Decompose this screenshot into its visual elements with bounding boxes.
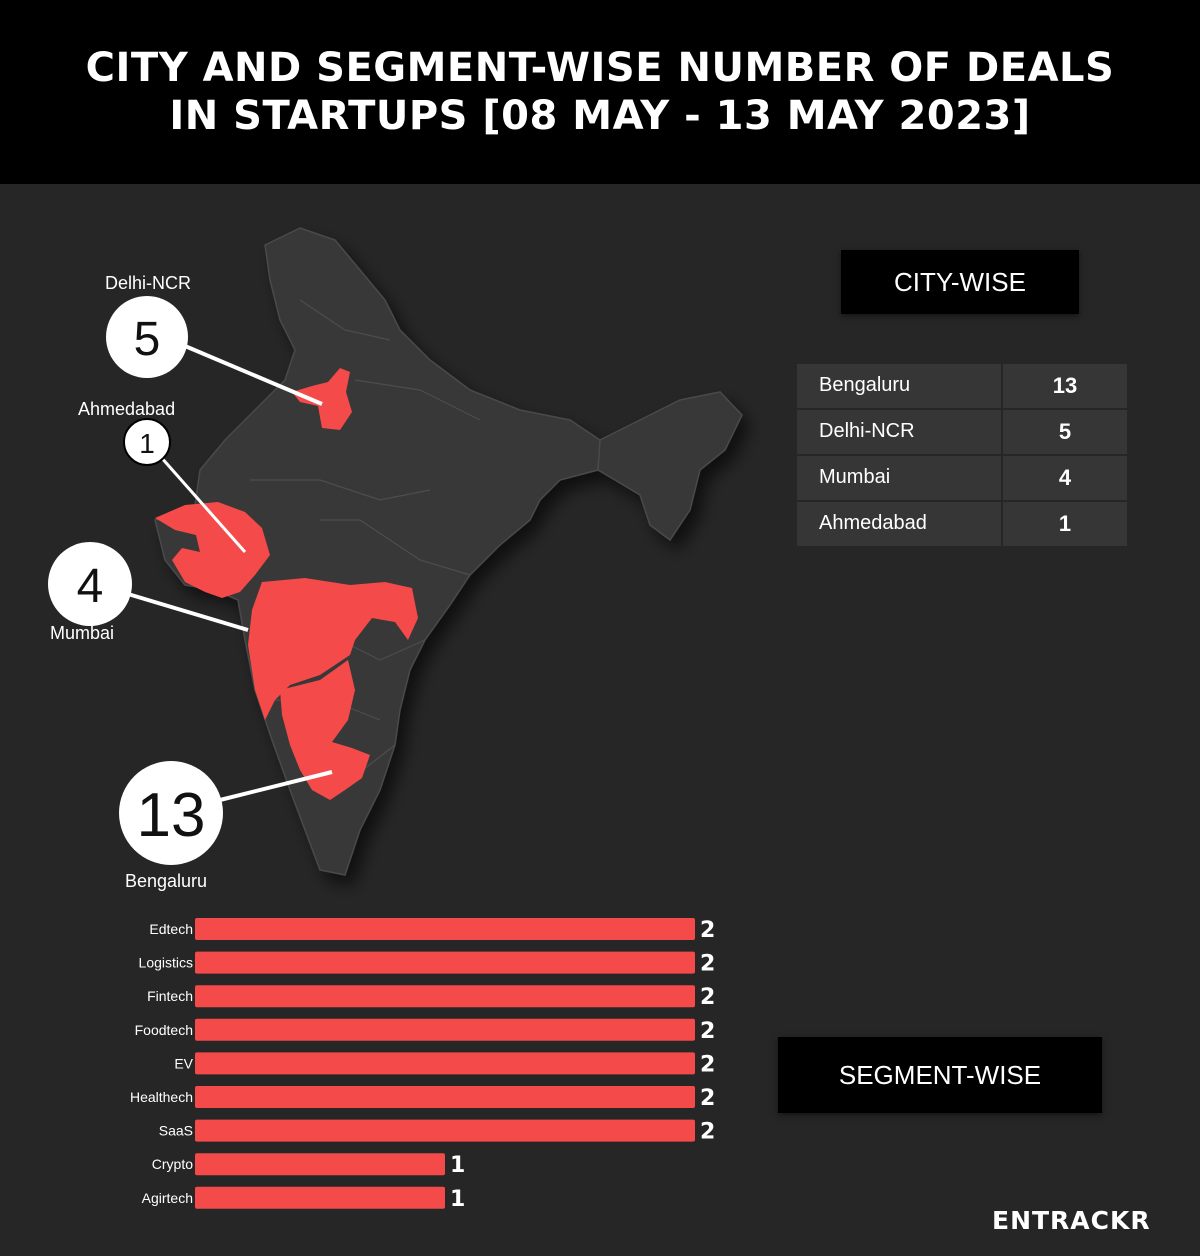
bar-category-label: Healthech (130, 1089, 193, 1105)
bar (195, 951, 695, 974)
bar-value-label: 2 (700, 952, 715, 977)
page-title-line-2: IN STARTUPS [08 MAY - 13 MAY 2023] (169, 93, 1031, 139)
bar-value-label: 2 (700, 1052, 715, 1077)
bar-category-label: EV (174, 1055, 193, 1071)
city-count: 5 (1003, 410, 1127, 454)
city-count: 4 (1003, 456, 1127, 500)
bar-value-label: 2 (700, 985, 715, 1010)
city-name: Mumbai (797, 456, 1001, 500)
region-karnataka (280, 660, 370, 800)
callout-count-delhi-ncr: 5 (134, 313, 161, 366)
bar (195, 1018, 695, 1041)
callout-count-bengaluru: 13 (137, 781, 206, 850)
city-table: Bengaluru 13 Delhi-NCR 5 Mumbai 4 Ahmeda… (797, 364, 1127, 548)
city-count: 1 (1003, 502, 1127, 546)
bar-value-label: 2 (700, 1019, 715, 1044)
callout-circle-ahmedabad (123, 418, 171, 466)
bar (195, 1119, 695, 1142)
callout-circle-bengaluru (119, 761, 223, 865)
city-wise-heading: CITY-WISE (841, 250, 1079, 314)
bar (195, 1086, 695, 1108)
entrackr-logo: ENTRACKR (992, 1206, 1151, 1235)
bar-value-label: 2 (700, 918, 715, 943)
city-name: Bengaluru (797, 364, 1001, 408)
region-maharashtra (248, 578, 418, 720)
bar-value-label: 2 (700, 1120, 715, 1145)
region-delhi-ncr (292, 368, 352, 430)
map-label-ahmedabad: Ahmedabad (78, 399, 176, 419)
bar (195, 1153, 445, 1176)
page-title-line-1: CITY AND SEGMENT-WISE NUMBER OF DEALS (85, 45, 1115, 91)
callout-circle-delhi-ncr (106, 296, 188, 378)
bar-value-label: 1 (450, 1187, 465, 1212)
bar-category-label: Fintech (147, 988, 193, 1004)
table-row: Ahmedabad 1 (797, 502, 1127, 546)
header-banner: CITY AND SEGMENT-WISE NUMBER OF DEALS IN… (0, 0, 1200, 184)
table-row: Bengaluru 13 (797, 364, 1127, 408)
city-count: 13 (1003, 364, 1127, 408)
segment-bar-chart: Edtech 2 Logistics 2 Fintech 2 Foodtech 2 EV 2 Hea… (130, 918, 715, 1212)
bar-category-label: SaaS (159, 1123, 193, 1139)
bar-category-label: Agirtech (142, 1190, 193, 1206)
india-map: 5 1 4 13 (48, 227, 743, 876)
map-label-mumbai: Mumbai (50, 623, 115, 643)
city-name: Ahmedabad (797, 502, 1001, 546)
bar-value-label: 1 (450, 1153, 465, 1178)
bar-value-label: 2 (700, 1086, 715, 1111)
bar (195, 985, 695, 1008)
bar-category-label: Edtech (149, 921, 193, 937)
table-row: Delhi-NCR 5 (797, 410, 1127, 454)
bar (195, 1186, 445, 1209)
map-label-delhi-ncr: Delhi-NCR (105, 273, 192, 293)
segment-wise-heading: SEGMENT-WISE (778, 1037, 1102, 1113)
bar (195, 1052, 695, 1075)
callout-count-ahmedabad: 1 (139, 428, 155, 459)
region-gujarat (155, 502, 270, 598)
table-row: Mumbai 4 (797, 456, 1127, 500)
callout-circle-mumbai (48, 542, 132, 626)
callout-count-mumbai: 4 (77, 560, 104, 613)
city-name: Delhi-NCR (797, 410, 1001, 454)
bar-category-label: Foodtech (135, 1022, 193, 1038)
map-label-bengaluru: Bengaluru (125, 871, 208, 891)
bar-category-label: Crypto (152, 1156, 193, 1172)
india-northeast (597, 391, 743, 542)
bar (195, 918, 695, 940)
bar-category-label: Logistics (139, 955, 193, 971)
